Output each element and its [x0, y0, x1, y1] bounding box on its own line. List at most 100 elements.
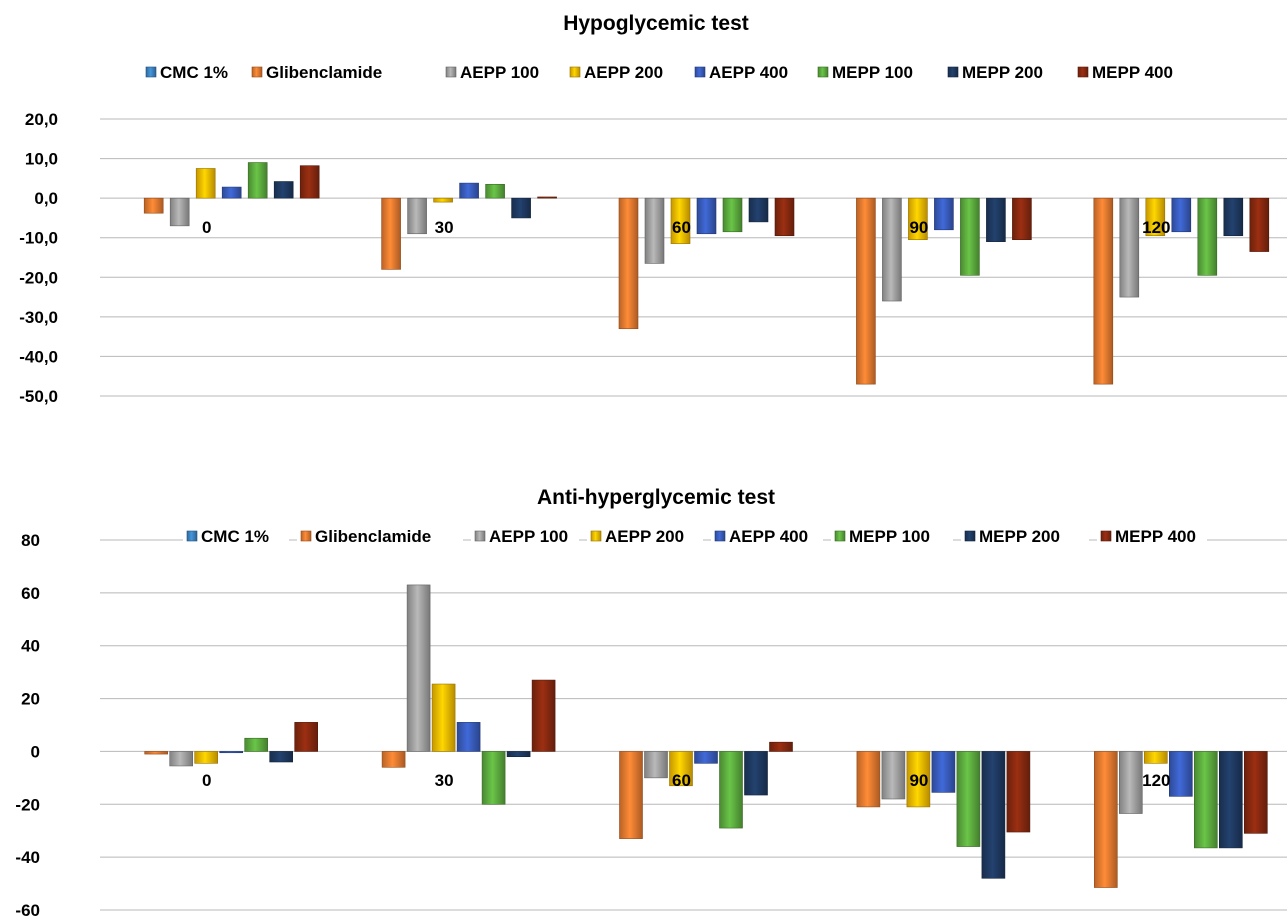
- legend-swatch: [300, 530, 312, 542]
- bar-mepp-200-60: [748, 197, 769, 223]
- bar-aepp-400-30: [456, 722, 481, 752]
- bar-mepp-200-0: [273, 181, 294, 199]
- bar-mepp-200-120: [1219, 751, 1243, 849]
- y-tick-label: 60: [21, 584, 40, 603]
- bar-aepp-200-120: [1144, 751, 1168, 764]
- legend-item: MEPP 400: [1097, 524, 1207, 546]
- legend-item: MEPP 200: [961, 524, 1089, 546]
- x-category-label: 30: [435, 771, 454, 790]
- legend-item: Glibenclamide: [251, 63, 382, 82]
- x-category-label: 60: [672, 771, 691, 790]
- legend-swatch: [1100, 530, 1112, 542]
- y-tick-label: -30,0: [19, 308, 58, 327]
- bar-aepp-100-60: [644, 197, 665, 264]
- legend-swatch: [1077, 66, 1089, 78]
- bar-glibenclamide-0: [144, 751, 168, 755]
- bar-aepp-200-0: [194, 751, 218, 764]
- bar-aepp-100-30: [406, 584, 431, 752]
- bar-glibenclamide-90: [856, 197, 876, 385]
- y-tick-label: 80: [21, 531, 40, 550]
- legend-background: [1097, 524, 1207, 546]
- bar-mepp-400-30: [531, 679, 556, 752]
- legend-label: CMC 1%: [160, 63, 228, 82]
- legend-background: [711, 524, 823, 546]
- x-category-label: 120: [1142, 218, 1170, 237]
- bar-mepp-100-90: [956, 751, 981, 847]
- legend-item: AEPP 400: [694, 63, 788, 82]
- bar-mepp-100-30: [485, 183, 505, 199]
- bar-aepp-400-120: [1169, 751, 1193, 797]
- legend-label: MEPP 200: [962, 63, 1043, 82]
- legend-background: [183, 524, 289, 546]
- legend-label: Glibenclamide: [315, 527, 431, 546]
- legend-background: [587, 524, 703, 546]
- legend-background: [831, 524, 953, 546]
- y-tick-label: -40,0: [19, 347, 58, 366]
- legend-item: MEPP 400: [1077, 63, 1173, 82]
- y-tick-label: 10,0: [25, 150, 58, 169]
- bar-aepp-400-30: [459, 182, 479, 199]
- legend-label: Glibenclamide: [266, 63, 382, 82]
- legend-label: AEPP 100: [460, 63, 539, 82]
- legend-background: [471, 524, 579, 546]
- bar-aepp-400-90: [931, 751, 956, 793]
- bar-glibenclamide-120: [1093, 197, 1114, 385]
- y-tick-label: 0: [31, 742, 40, 761]
- legend-item: CMC 1%: [145, 63, 228, 82]
- bar-aepp-100-0: [169, 751, 193, 767]
- x-category-label: 0: [202, 771, 211, 790]
- x-category-label: 60: [672, 218, 691, 237]
- legend-item: MEPP 200: [947, 63, 1043, 82]
- bar-aepp-200-0: [195, 168, 216, 199]
- bar-glibenclamide-60: [618, 197, 639, 330]
- chart-title: Anti-hyperglycemic test: [537, 486, 775, 509]
- bar-mepp-200-30: [511, 197, 531, 219]
- bar-mepp-400-90: [1006, 751, 1031, 833]
- legend-label: MEPP 100: [849, 527, 930, 546]
- legend-label: MEPP 400: [1115, 527, 1196, 546]
- legend-swatch: [590, 530, 602, 542]
- bar-glibenclamide-0: [143, 197, 164, 214]
- bar-mepp-200-90: [986, 197, 1006, 242]
- bar-mepp-100-60: [722, 197, 743, 233]
- bar-mepp-100-30: [481, 751, 506, 805]
- y-tick-label: -20,0: [19, 268, 58, 287]
- legend-swatch: [694, 66, 706, 78]
- legend-label: AEPP 400: [709, 63, 788, 82]
- x-category-label: 30: [435, 218, 454, 237]
- bar-aepp-400-120: [1171, 197, 1192, 233]
- bar-mepp-200-90: [981, 751, 1006, 879]
- bar-mepp-400-0: [294, 722, 319, 752]
- legend-label: AEPP 400: [729, 527, 808, 546]
- bar-mepp-100-60: [719, 751, 743, 829]
- bar-aepp-100-30: [407, 197, 427, 235]
- bar-aepp-100-60: [644, 751, 668, 779]
- bar-mepp-100-120: [1197, 197, 1218, 276]
- legend-item: MEPP 100: [831, 524, 953, 546]
- x-category-label: 0: [202, 218, 211, 237]
- bar-mepp-400-120: [1249, 197, 1270, 252]
- x-category-label: 90: [909, 771, 928, 790]
- bar-aepp-400-0: [219, 751, 243, 754]
- y-tick-label: -20: [15, 795, 40, 814]
- bar-mepp-400-60: [774, 197, 795, 237]
- bar-glibenclamide-90: [856, 751, 881, 808]
- bar-mepp-400-0: [299, 165, 320, 199]
- bar-glibenclamide-120: [1094, 751, 1118, 888]
- bar-mepp-100-0: [247, 162, 268, 199]
- legend-label: AEPP 200: [605, 527, 684, 546]
- y-tick-label: -50,0: [19, 387, 58, 406]
- legend-swatch: [714, 530, 726, 542]
- bar-aepp-100-0: [169, 197, 190, 227]
- legend-swatch: [145, 66, 157, 78]
- legend-swatch: [947, 66, 959, 78]
- bar-aepp-100-90: [881, 751, 906, 800]
- legend-swatch: [251, 66, 263, 78]
- bar-aepp-200-60: [669, 751, 693, 787]
- bar-aepp-400-0: [221, 186, 242, 199]
- bar-glibenclamide-30: [381, 197, 401, 270]
- hypoglycemic-chart: Hypoglycemic test 20,0 10,0 0,0 -10,0 -20,0 -…: [19, 12, 1287, 406]
- bar-aepp-200-90: [906, 751, 931, 808]
- bar-aepp-400-90: [934, 197, 954, 231]
